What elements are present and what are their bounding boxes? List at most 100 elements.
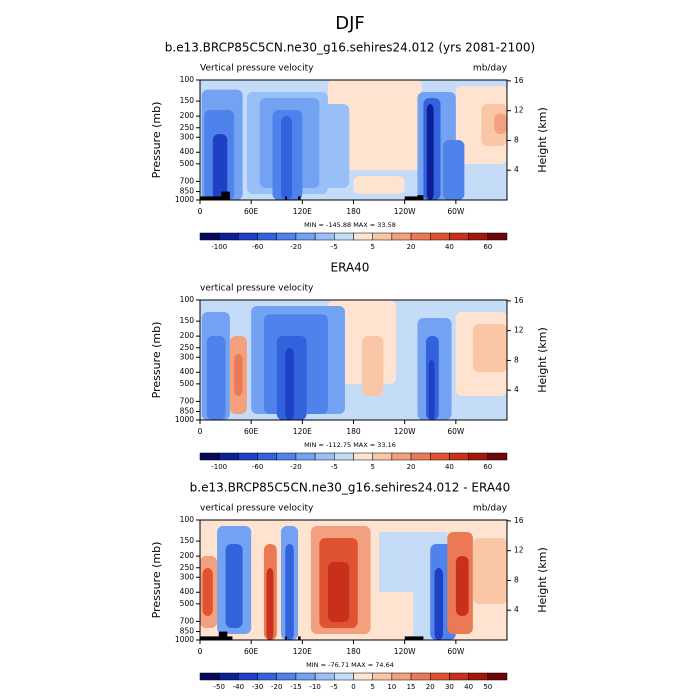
contour-fill: [285, 544, 294, 640]
colorbar-label: -10: [309, 683, 320, 691]
colorbar-box: [199, 672, 220, 681]
colorbar-box: [295, 452, 316, 461]
x-tick-label: 120W: [394, 647, 416, 656]
colorbar-box: [238, 672, 258, 681]
y-tick-label: 200: [180, 111, 195, 120]
colorbar-label: -20: [290, 463, 301, 471]
colorbar-box: [353, 672, 373, 681]
colorbar-box: [487, 672, 508, 681]
terrain: [221, 191, 230, 200]
figure-title: DJF: [335, 13, 365, 34]
y-tick-label: 300: [180, 352, 195, 361]
colorbar-box: [410, 232, 431, 241]
colorbar-box: [468, 672, 489, 681]
y-tick-label: 300: [180, 132, 195, 141]
y-axis-label: Pressure (mb): [150, 102, 163, 179]
field: [200, 80, 507, 200]
colorbar-box: [218, 452, 239, 461]
contour-fill: [281, 116, 293, 200]
x-tick-label: 0: [198, 207, 203, 216]
colorbar-box: [314, 672, 335, 681]
colorbar-label: -20: [271, 683, 282, 691]
right-label: mb/day: [473, 64, 508, 74]
colorbar-box: [199, 452, 220, 461]
colorbar-label: 60: [483, 243, 492, 251]
colorbar-box: [353, 232, 373, 241]
colorbar-box: [314, 452, 335, 461]
y-tick-label: 250: [180, 563, 195, 572]
stats: MIN = -145.88 MAX = 33.58: [304, 221, 396, 229]
colorbar-box: [372, 232, 393, 241]
contour-fill: [494, 113, 507, 134]
y2-tick-label: 12: [514, 326, 524, 335]
y-tick-label: 250: [180, 123, 195, 132]
colorbar-box: [468, 452, 489, 461]
colorbar-box: [449, 672, 469, 681]
x-tick-label: 60W: [447, 427, 465, 436]
y2-axis-label: Height (km): [536, 107, 549, 173]
field: [200, 520, 507, 640]
y-axis-label: Pressure (mb): [150, 542, 163, 619]
colorbar-label: 60: [483, 463, 492, 471]
y-tick-label: 1000: [175, 635, 194, 644]
colorbar-label: 30: [445, 683, 454, 691]
terrain: [285, 196, 287, 200]
colorbar-box: [372, 452, 393, 461]
contour-fill: [225, 544, 243, 628]
colorbar-label: -5: [331, 463, 338, 471]
colorbar-label: -50: [213, 683, 224, 691]
colorbar-label: -100: [211, 463, 227, 471]
colorbar-box: [334, 452, 354, 461]
contour-fill: [353, 176, 405, 194]
panel-title: ERA40: [331, 261, 370, 275]
colorbar-box: [353, 452, 373, 461]
colorbar-box: [487, 452, 508, 461]
y-tick-label: 300: [180, 572, 195, 581]
right-label: mb/day: [473, 504, 508, 514]
stats: MIN = -76.71 MAX = 74.64: [306, 661, 394, 669]
y2-tick-label: 16: [514, 516, 524, 525]
terrain: [404, 636, 424, 640]
y2-tick-label: 4: [514, 165, 519, 174]
y2-axis-label: Height (km): [536, 547, 549, 613]
colorbar-box: [218, 672, 239, 681]
y2-tick-label: 4: [514, 385, 519, 394]
colorbar-box: [410, 672, 431, 681]
colorbar-box: [238, 232, 258, 241]
left-label: vertical pressure velocity: [200, 284, 314, 294]
colorbar-box: [391, 672, 412, 681]
terrain: [200, 636, 233, 640]
y-tick-label: 500: [180, 159, 195, 168]
y-tick-label: 1000: [175, 415, 194, 424]
contour-fill: [472, 324, 507, 372]
stats: MIN = -112.75 MAX = 33.16: [304, 441, 396, 449]
left-label: Vertical pressure velocity: [200, 64, 314, 74]
colorbar-box: [295, 232, 316, 241]
colorbar-box: [449, 232, 469, 241]
y2-tick-label: 8: [514, 355, 519, 364]
terrain: [298, 636, 301, 640]
y-tick-label: 400: [180, 147, 195, 156]
contour-fill: [285, 348, 294, 420]
colorbar-box: [410, 452, 431, 461]
colorbar-label: 40: [464, 683, 473, 691]
colorbar-label: -40: [233, 683, 244, 691]
contour-fill: [455, 556, 469, 616]
x-tick-label: 120W: [394, 207, 416, 216]
y2-tick-label: 16: [514, 296, 524, 305]
colorbar-box: [218, 232, 239, 241]
terrain: [200, 196, 230, 200]
colorbar-label: -20: [290, 243, 301, 251]
panel-title: b.e13.BRCP85C5CN.ne30_g16.sehires24.012 …: [165, 41, 535, 55]
contour-fill: [212, 134, 228, 200]
y-tick-label: 1000: [175, 195, 194, 204]
y-tick-label: 150: [180, 96, 195, 105]
y-tick-label: 250: [180, 343, 195, 352]
colorbar-box: [391, 452, 412, 461]
x-tick-label: 60E: [244, 647, 259, 656]
contour-fill: [202, 568, 213, 616]
y-tick-label: 500: [180, 599, 195, 608]
colorbar-box: [199, 232, 220, 241]
y-tick-label: 200: [180, 551, 195, 560]
